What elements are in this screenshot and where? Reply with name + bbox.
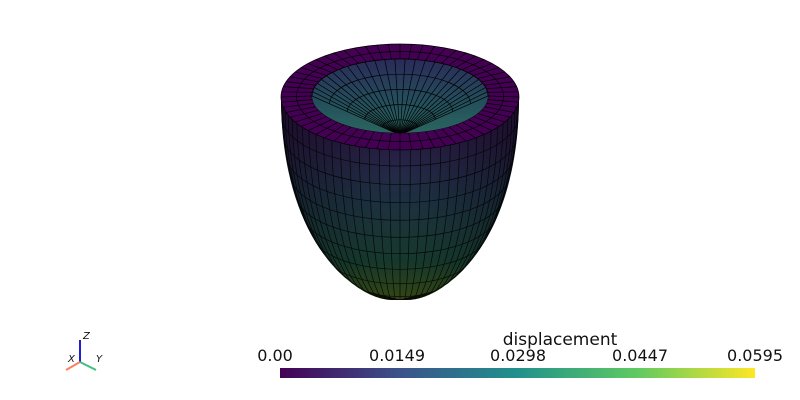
orientation-axes: Z X Y (65, 331, 103, 371)
y-axis-line (79, 361, 97, 371)
scalar-bar-tick-2: 0.0298 (490, 346, 546, 365)
x-axis-label: X (67, 354, 76, 365)
y-axis-label: Y (96, 354, 103, 365)
scalar-bar-tick-1: 0.0149 (369, 346, 425, 365)
z-axis-label: Z (82, 331, 91, 342)
scalar-bar-title: displacement (502, 330, 618, 350)
mesh-inner-cavity (311, 58, 489, 133)
scalar-bar-tick-3: 0.0447 (612, 346, 668, 365)
scalar-bar: displacement 0.00 0.0149 0.0298 0.0447 0… (250, 328, 790, 384)
scalar-bar-gradient (280, 368, 755, 378)
scalar-bar-tick-0: 0.00 (257, 346, 293, 365)
mesh-top-rim (280, 43, 520, 151)
scalar-bar-tick-4: 0.0595 (727, 346, 783, 365)
x-axis-line (65, 361, 81, 371)
